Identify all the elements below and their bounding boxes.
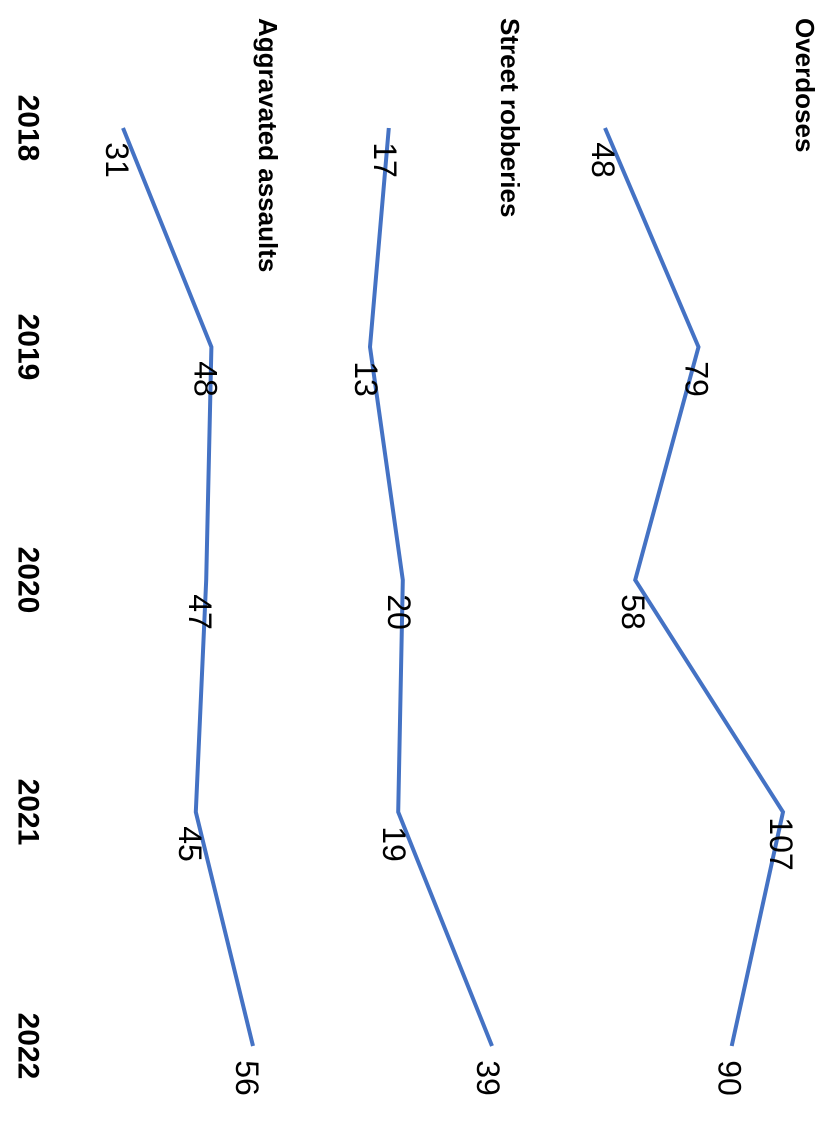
data-label-street-robberies-2021: 19: [376, 826, 412, 862]
series-title-overdoses: Overdoses: [790, 18, 820, 152]
series-line-overdoses: [603, 127, 786, 1047]
x-tick-label-2021: 2021: [12, 779, 45, 846]
series-line-street-robberies: [367, 127, 494, 1047]
data-label-street-robberies-2022: 39: [470, 1060, 506, 1096]
data-label-street-robberies-2020: 20: [381, 594, 417, 630]
data-label-aggravated-assaults-2019: 48: [187, 361, 223, 397]
data-label-street-robberies-2019: 13: [348, 361, 384, 397]
data-label-aggravated-assaults-2020: 47: [182, 594, 218, 630]
series-title-street-robberies: Street robberies: [495, 18, 525, 217]
data-label-aggravated-assaults-2021: 45: [172, 826, 208, 862]
data-label-overdoses-2018: 48: [585, 142, 621, 178]
x-tick-label-2020: 2020: [12, 547, 45, 614]
data-label-overdoses-2019: 79: [679, 361, 715, 397]
data-label-overdoses-2021: 107: [763, 817, 799, 870]
x-tick-label-2019: 2019: [12, 314, 45, 381]
data-label-overdoses-2020: 58: [615, 594, 651, 630]
x-tick-label-2022: 2022: [12, 1013, 45, 1080]
data-label-overdoses-2022: 90: [712, 1060, 748, 1096]
series-title-aggravated-assaults: Aggravated assaults: [253, 18, 283, 272]
series-line-aggravated-assaults: [121, 127, 255, 1047]
data-label-street-robberies-2018: 17: [367, 142, 403, 178]
x-tick-label-2018: 2018: [12, 95, 45, 162]
data-label-aggravated-assaults-2022: 56: [229, 1060, 265, 1096]
data-label-aggravated-assaults-2018: 31: [99, 142, 135, 178]
